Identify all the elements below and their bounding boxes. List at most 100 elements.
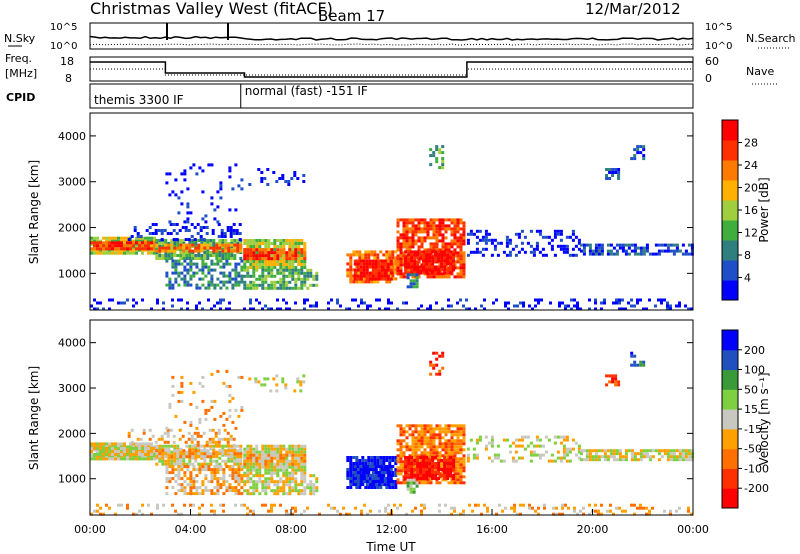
data-cell bbox=[285, 257, 289, 261]
data-cell bbox=[399, 454, 403, 458]
data-cell bbox=[258, 245, 262, 248]
data-cell bbox=[216, 283, 220, 287]
data-cell bbox=[414, 442, 418, 446]
data-cell bbox=[417, 239, 421, 243]
data-cell bbox=[349, 265, 353, 269]
data-cell bbox=[225, 259, 229, 263]
data-cell bbox=[236, 452, 240, 456]
data-cell bbox=[209, 452, 213, 456]
data-cell bbox=[252, 251, 256, 255]
data-cell bbox=[173, 452, 177, 456]
data-cell bbox=[303, 471, 307, 475]
data-cell bbox=[224, 243, 228, 247]
data-cell bbox=[441, 166, 445, 170]
data-cell bbox=[353, 474, 357, 478]
data-cell bbox=[443, 468, 447, 471]
data-cell bbox=[511, 247, 515, 251]
data-cell bbox=[380, 483, 384, 487]
data-cell bbox=[194, 459, 198, 463]
data-cell bbox=[441, 227, 445, 231]
data-cell bbox=[186, 220, 190, 224]
data-cell bbox=[462, 457, 466, 461]
data-cell bbox=[660, 249, 664, 253]
data-cell bbox=[273, 492, 277, 496]
data-cell bbox=[161, 246, 165, 250]
data-cell bbox=[368, 274, 372, 278]
data-cell bbox=[396, 472, 400, 476]
data-cell bbox=[478, 438, 482, 442]
data-cell bbox=[450, 304, 453, 308]
data-cell bbox=[459, 466, 463, 470]
data-cell bbox=[431, 250, 435, 254]
data-cell bbox=[273, 257, 277, 261]
data-cell bbox=[645, 307, 648, 311]
data-cell bbox=[182, 246, 186, 250]
data-cell bbox=[102, 457, 105, 461]
data-cell bbox=[594, 301, 597, 305]
data-cell bbox=[411, 227, 415, 231]
data-cell bbox=[218, 462, 222, 466]
data-cell bbox=[365, 268, 369, 272]
data-cell bbox=[299, 383, 303, 387]
data-cell bbox=[236, 444, 240, 448]
data-cell bbox=[291, 453, 295, 457]
data-cell bbox=[171, 271, 175, 275]
data-cell bbox=[366, 304, 369, 308]
data-cell bbox=[417, 307, 420, 311]
data-cell bbox=[404, 265, 408, 269]
data-cell bbox=[410, 256, 414, 260]
data-cell bbox=[180, 483, 184, 487]
data-cell bbox=[155, 243, 159, 247]
data-cell bbox=[591, 252, 595, 256]
data-cell bbox=[355, 486, 359, 489]
data-cell bbox=[249, 453, 253, 457]
data-cell bbox=[359, 468, 363, 472]
data-cell bbox=[111, 244, 114, 248]
data-cell bbox=[203, 243, 207, 247]
data-cell bbox=[387, 503, 390, 507]
data-cell bbox=[383, 274, 387, 278]
data-cell bbox=[285, 468, 289, 472]
data-cell bbox=[162, 503, 165, 507]
data-cell bbox=[225, 486, 229, 490]
data-cell bbox=[237, 283, 241, 287]
data-cell bbox=[585, 455, 589, 459]
data-cell bbox=[490, 253, 494, 257]
data-cell bbox=[285, 286, 289, 290]
data-cell bbox=[414, 233, 418, 237]
data-cell bbox=[359, 259, 363, 263]
data-cell bbox=[279, 263, 283, 266]
data-cell bbox=[379, 462, 383, 465]
data-cell bbox=[135, 245, 138, 249]
data-cell bbox=[528, 503, 531, 507]
data-cell bbox=[270, 263, 274, 266]
data-cell bbox=[309, 304, 312, 308]
data-cell bbox=[541, 453, 545, 457]
data-cell bbox=[422, 265, 426, 269]
data-cell bbox=[447, 430, 451, 434]
data-cell bbox=[349, 259, 353, 263]
data-cell bbox=[423, 503, 426, 507]
data-cell bbox=[429, 436, 433, 440]
colorbar-tick-label: 28 bbox=[744, 137, 758, 150]
data-cell bbox=[261, 274, 265, 278]
data-cell bbox=[591, 249, 595, 253]
data-cell bbox=[252, 512, 255, 516]
data-cell bbox=[414, 424, 418, 428]
data-cell bbox=[368, 277, 372, 281]
data-cell bbox=[405, 436, 409, 440]
data-cell bbox=[435, 454, 439, 458]
data-cell bbox=[582, 246, 586, 250]
data-cell bbox=[391, 265, 395, 269]
data-cell bbox=[273, 283, 277, 287]
data-cell bbox=[456, 424, 460, 428]
data-cell bbox=[396, 481, 400, 485]
data-cell bbox=[636, 151, 640, 155]
data-cell bbox=[185, 462, 189, 466]
data-cell bbox=[675, 458, 679, 462]
data-cell bbox=[209, 254, 213, 257]
data-cell bbox=[651, 506, 654, 510]
data-cell bbox=[367, 256, 371, 260]
data-cell bbox=[405, 230, 409, 234]
data-cell bbox=[396, 454, 400, 458]
